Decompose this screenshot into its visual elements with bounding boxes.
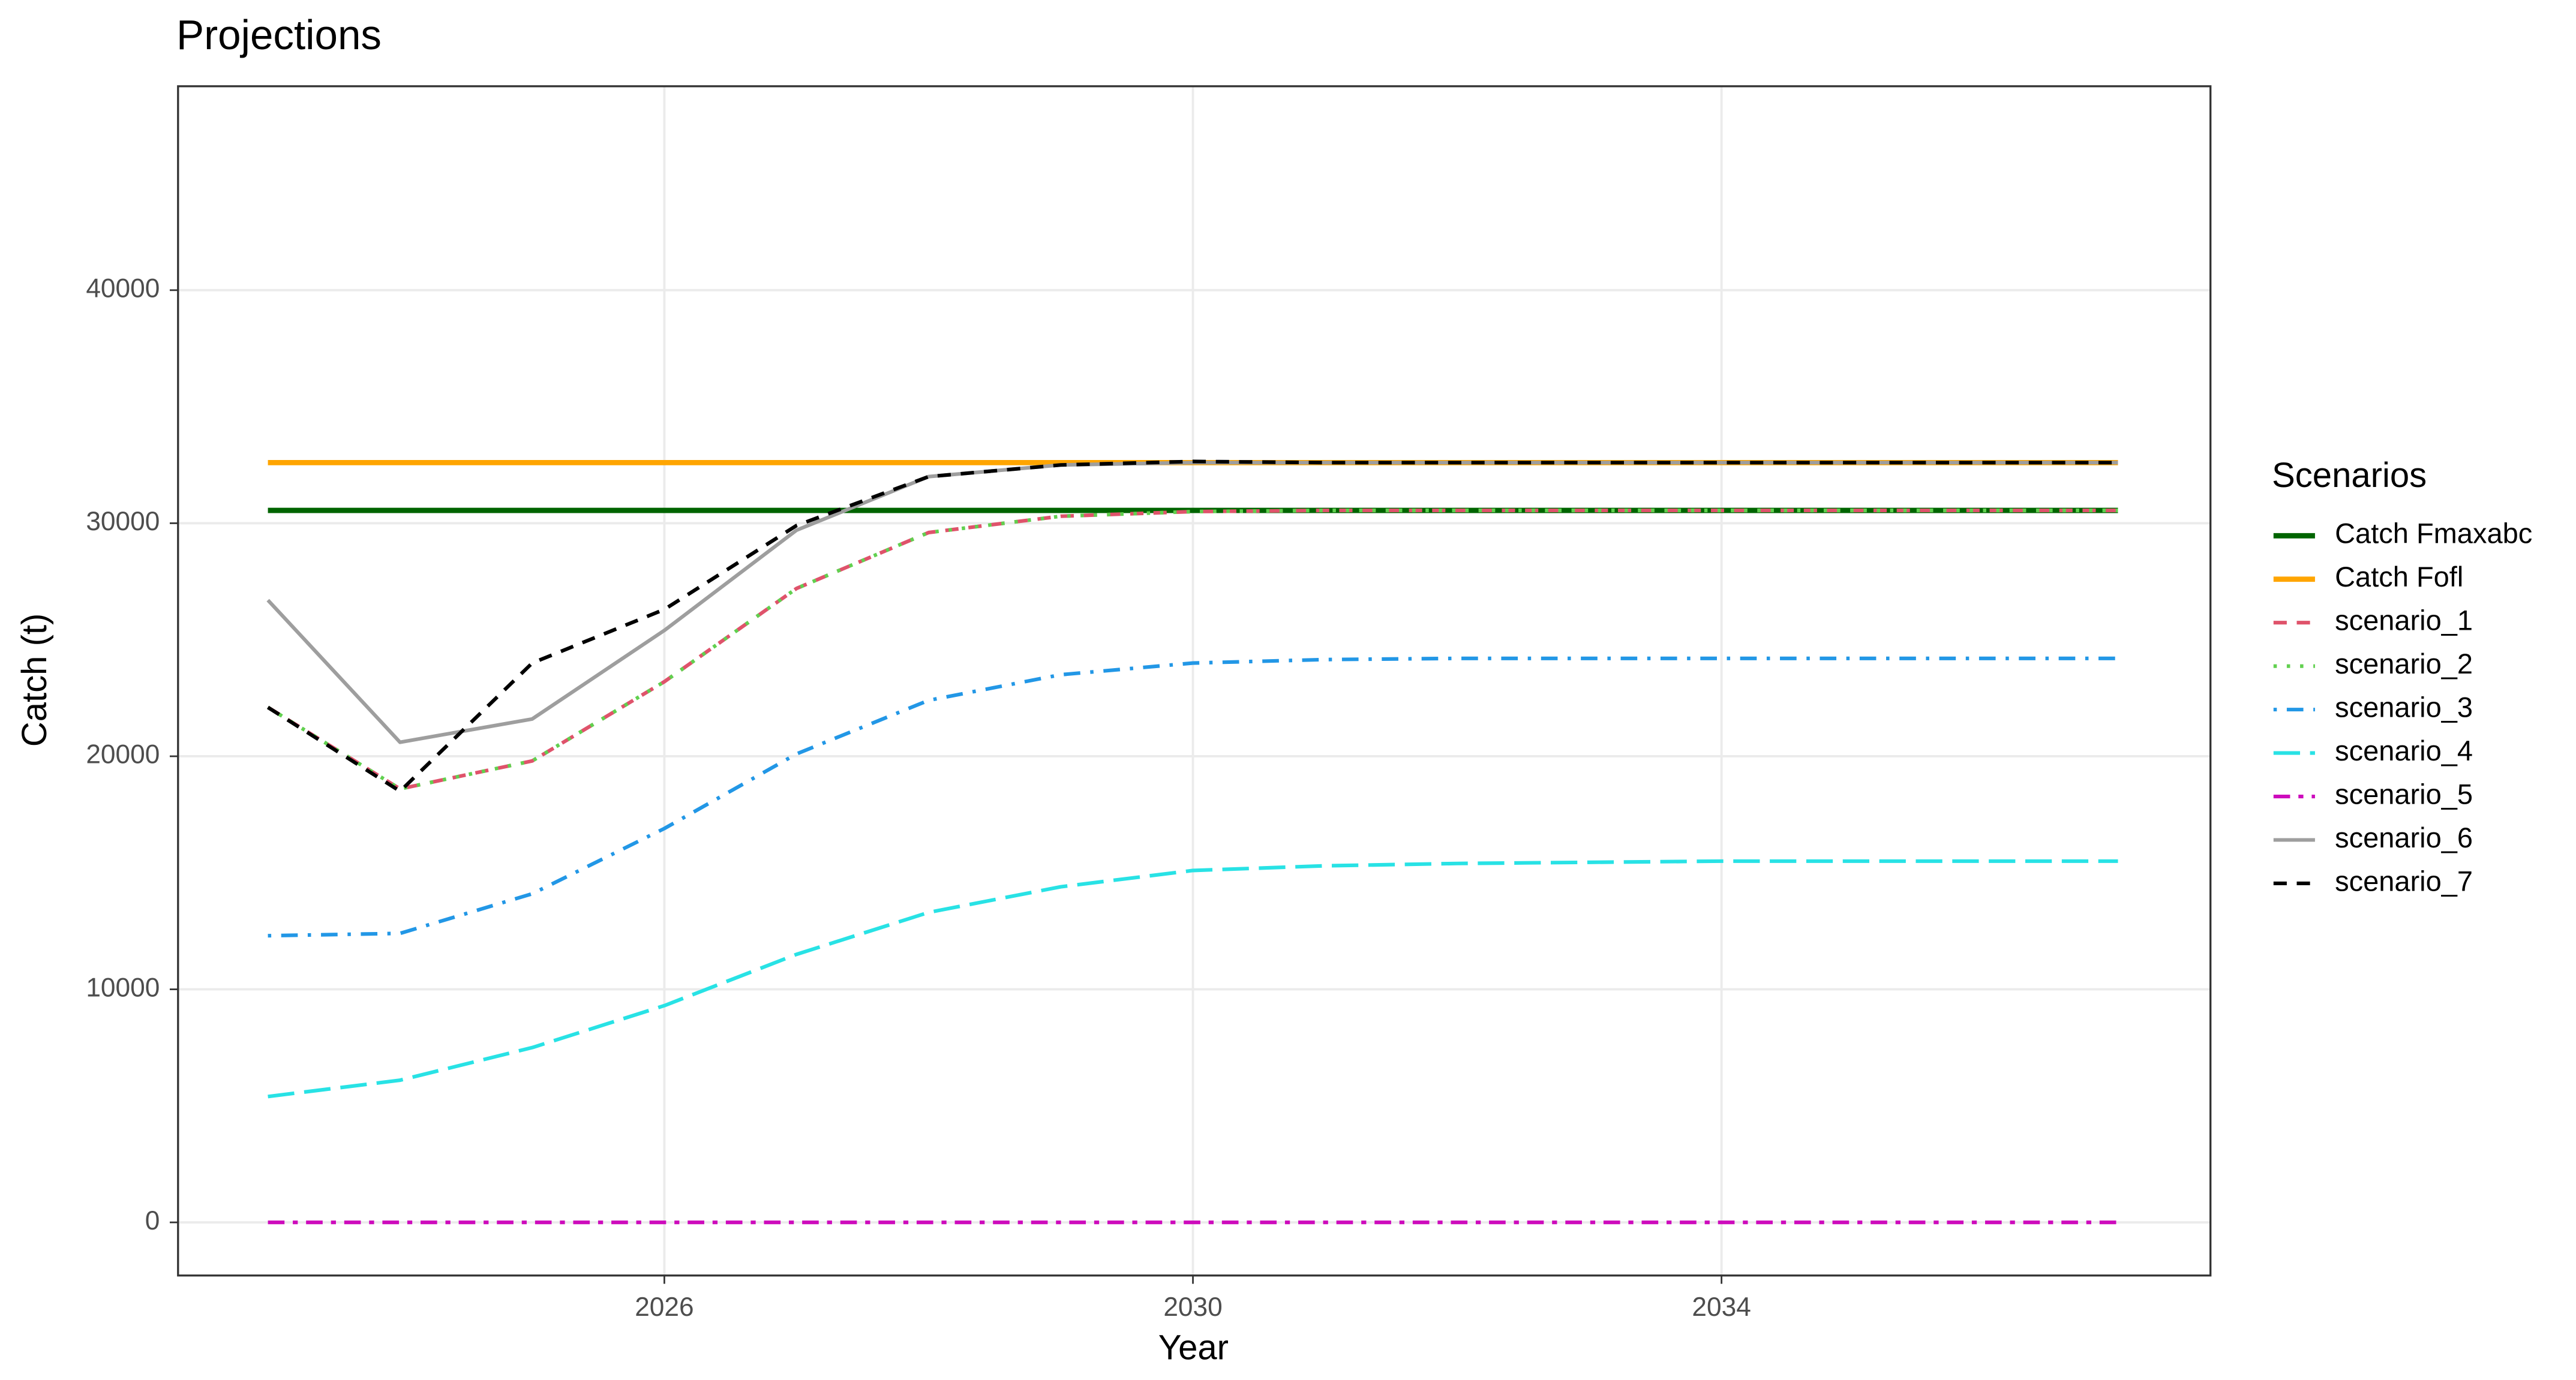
series-line xyxy=(266,459,2118,793)
legend: Catch Fmaxabc Catch Fofl scenario_1scenari… xyxy=(2273,518,2532,897)
x-tick-label: 2026 xyxy=(635,1292,693,1322)
x-axis-title: Year xyxy=(1158,1328,1229,1367)
series-line xyxy=(266,508,2118,791)
legend-label: Catch Fmaxabc xyxy=(2335,518,2532,549)
y-tick-label: 40000 xyxy=(86,274,160,303)
y-axis-title: Catch (t) xyxy=(15,614,54,747)
x-tick-label: 2034 xyxy=(1692,1292,1751,1322)
y-tick-label: 0 xyxy=(145,1206,160,1235)
legend-label: scenario_3 xyxy=(2335,691,2473,723)
legend-label: scenario_1 xyxy=(2335,605,2473,636)
y-tick-label: 30000 xyxy=(86,507,160,536)
series-line xyxy=(268,859,2118,1099)
y-tick-label: 20000 xyxy=(86,740,160,769)
legend-title: Scenarios xyxy=(2272,456,2427,495)
plot-area xyxy=(266,459,2118,1225)
series-line xyxy=(268,656,2118,938)
legend-label: scenario_4 xyxy=(2335,735,2473,766)
panel-border xyxy=(177,85,2212,1277)
grid: 0 10000 20000 30000 40000 2026 2030 2034 xyxy=(86,86,2211,1322)
legend-label: scenario_5 xyxy=(2335,778,2473,810)
legend-label: scenario_7 xyxy=(2335,865,2473,897)
y-tick-label: 10000 xyxy=(86,973,160,1002)
legend-label: scenario_2 xyxy=(2335,648,2473,680)
x-tick-label: 2030 xyxy=(1163,1292,1222,1322)
legend-label: scenario_6 xyxy=(2335,822,2473,853)
chart-title: Projections xyxy=(176,11,382,58)
legend-label: Catch Fofl xyxy=(2335,561,2463,593)
